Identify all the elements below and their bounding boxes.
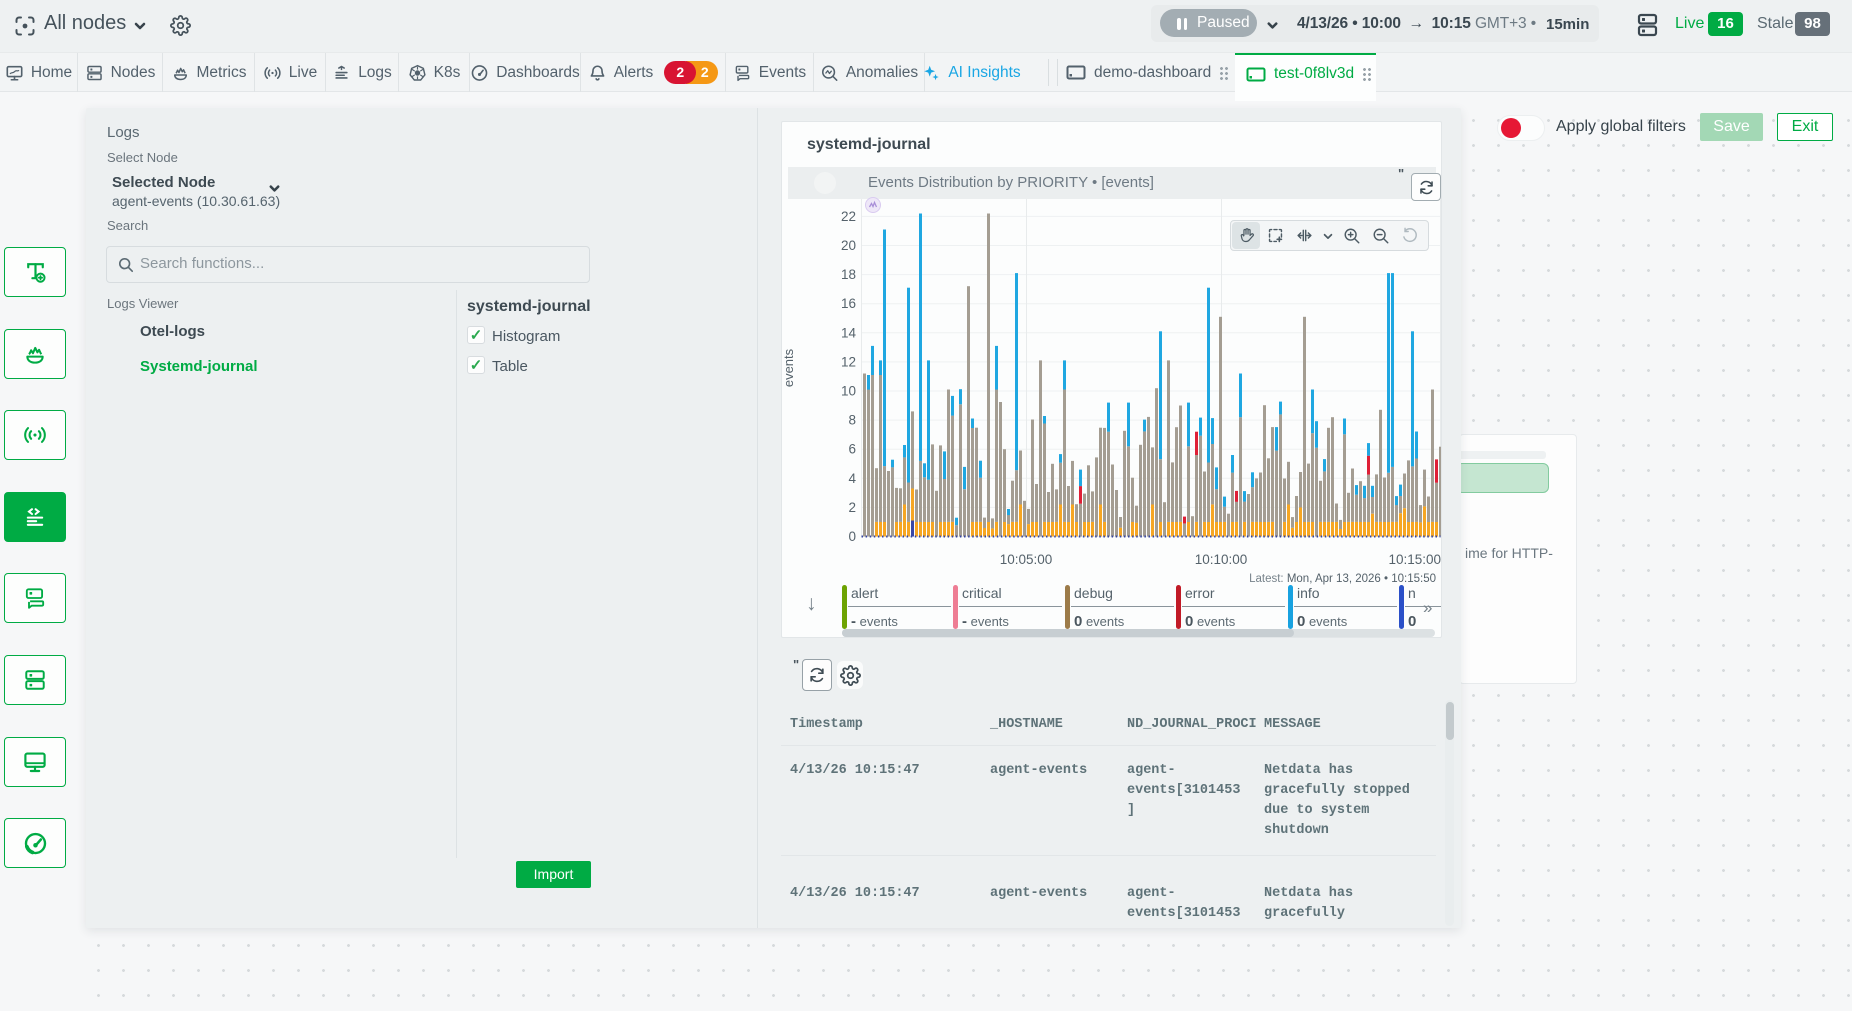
svg-text:events: events [782,348,796,387]
svg-text:20: 20 [841,238,856,253]
svg-text:6: 6 [848,442,856,457]
svg-text:2: 2 [848,500,856,515]
svg-text:4: 4 [848,471,856,486]
svg-text:12: 12 [841,354,856,369]
svg-text:16: 16 [841,296,856,311]
svg-text:18: 18 [841,267,856,282]
svg-text:10:10:00: 10:10:00 [1195,552,1248,567]
svg-text:10:15:00: 10:15:00 [1388,552,1441,567]
svg-text:10: 10 [841,384,856,399]
svg-text:14: 14 [841,325,857,340]
svg-text:10:05:00: 10:05:00 [1000,552,1053,567]
svg-text:0: 0 [848,529,856,544]
svg-text:8: 8 [848,413,856,428]
svg-text:22: 22 [841,209,856,224]
